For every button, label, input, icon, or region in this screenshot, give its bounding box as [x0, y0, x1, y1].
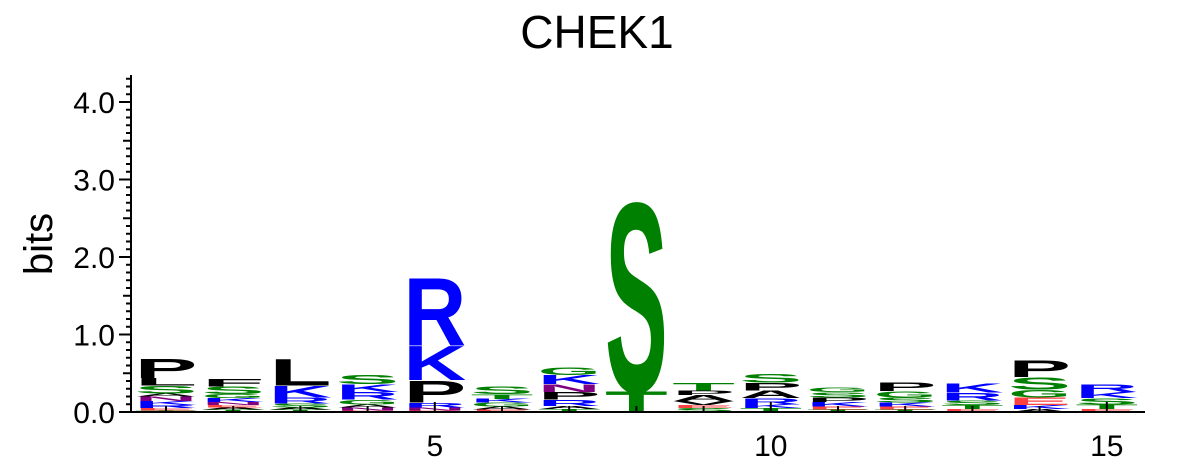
logo-letter-k-pos4: K: [336, 382, 399, 394]
x-tick-label: 5: [426, 430, 443, 463]
logo-letter-l-pos1: L: [135, 376, 198, 388]
logo-letter-k-pos1: K: [135, 400, 198, 406]
logo-letter-r-pos4: R: [336, 390, 399, 402]
logo-letter-p-pos7: P: [538, 390, 601, 402]
logo-letter-t-pos6: T: [471, 393, 534, 400]
logo-letter-e-pos14: E: [1008, 395, 1071, 407]
logo-letter-p-pos11: P: [807, 396, 870, 403]
logo-letter-k-pos7: K: [538, 373, 601, 387]
logo-letter-k-pos12: K: [874, 402, 937, 408]
logo-letter-n-pos2: N: [202, 401, 265, 406]
logo-letter-a-pos4: A: [336, 403, 399, 408]
logo-letter-l-pos3: L: [269, 352, 332, 394]
logo-letter-s-pos2: S: [202, 384, 265, 396]
y-tick-label: 2.0: [73, 242, 115, 275]
logo-letter-s-pos11: S: [807, 391, 870, 399]
chart-title: CHEK1: [520, 6, 673, 58]
y-tick-label: 4.0: [73, 87, 115, 120]
logo-letter-k-pos5: K: [403, 336, 466, 391]
y-axis-label: bits: [17, 213, 61, 275]
y-tick-label: 3.0: [73, 165, 115, 198]
logo-letter-g-pos14: G: [1008, 388, 1071, 400]
logo-letter-k-pos11: K: [807, 401, 870, 408]
y-tick-label: 1.0: [73, 320, 115, 353]
x-tick-label: 10: [754, 430, 787, 463]
axes: 0.0 1.0 2.0 3.0 4.0 5 10 15: [73, 75, 1145, 463]
logo-letter-r-pos7: R: [538, 398, 601, 408]
logo-letter-s-pos14: S: [1008, 374, 1071, 393]
logo-letter-g-pos4: G: [336, 398, 399, 405]
logo-letter-f-pos2: F: [202, 377, 265, 389]
logo-letter-g-pos11: G: [807, 386, 870, 393]
logo-letter-k-pos2: K: [202, 397, 265, 403]
logo-letter-s-pos3: S: [269, 403, 332, 409]
logo-letter-a-pos10: A: [739, 388, 802, 400]
logo-letter-s-pos4: S: [336, 372, 399, 387]
y-tick-label: 0.0: [73, 397, 115, 430]
logo-letter-r-pos5: R: [403, 257, 466, 367]
logo-letter-t-pos9: T: [672, 381, 735, 393]
logo-letter-s-pos13: S: [941, 399, 1004, 406]
logo-letter-s-pos6: S: [471, 384, 534, 396]
logo-letter-g-pos12: G: [874, 390, 937, 400]
logo-letter-g-pos2: G: [202, 393, 265, 399]
logo-letter-r-pos13: R: [941, 391, 1004, 403]
logo-letter-r-pos3: R: [269, 396, 332, 406]
logo-letter-r-pos15: R: [1075, 382, 1138, 394]
logo-letter-a-pos9: A: [672, 393, 735, 403]
logo-letter-g-pos7: G: [538, 365, 601, 377]
x-tick-label: 15: [1090, 430, 1123, 463]
logo-letter-s-pos8: S: [605, 147, 668, 449]
logo-letter-s-pos10: S: [739, 372, 802, 385]
logo-letter-p-pos14: P: [1008, 356, 1071, 383]
logo-letter-k-pos3: K: [269, 383, 332, 401]
logo-letter-n-pos1: N: [135, 395, 198, 402]
logo-letter-p-pos10: P: [739, 381, 802, 393]
logo-letter-g-pos6: G: [471, 402, 534, 408]
logo-letter-k-pos6: K: [471, 398, 534, 404]
logo-letter-k-pos15: K: [1075, 390, 1138, 400]
logo-letter-p-pos12: P: [874, 380, 937, 393]
logo-letter-s-pos12: S: [874, 396, 937, 404]
logo-letters: TERKNASLPTAENKGSFTASRKLENAGRKSDNRPKREAGK…: [135, 147, 1139, 449]
logo-letter-r-pos10: R: [739, 397, 802, 407]
logo-letter-s-pos1: S: [135, 384, 198, 396]
logo-letter-n-pos7: N: [538, 382, 601, 394]
logo-letter-p-pos1: P: [135, 352, 198, 384]
logo-letter-v-pos9: V: [672, 400, 734, 406]
logo-letter-k-pos13: K: [941, 381, 1004, 395]
logo-letter-s-pos15: S: [1075, 397, 1138, 407]
logo-letter-a-pos1: A: [135, 393, 198, 398]
logo-letter-p-pos9: P: [672, 389, 735, 396]
